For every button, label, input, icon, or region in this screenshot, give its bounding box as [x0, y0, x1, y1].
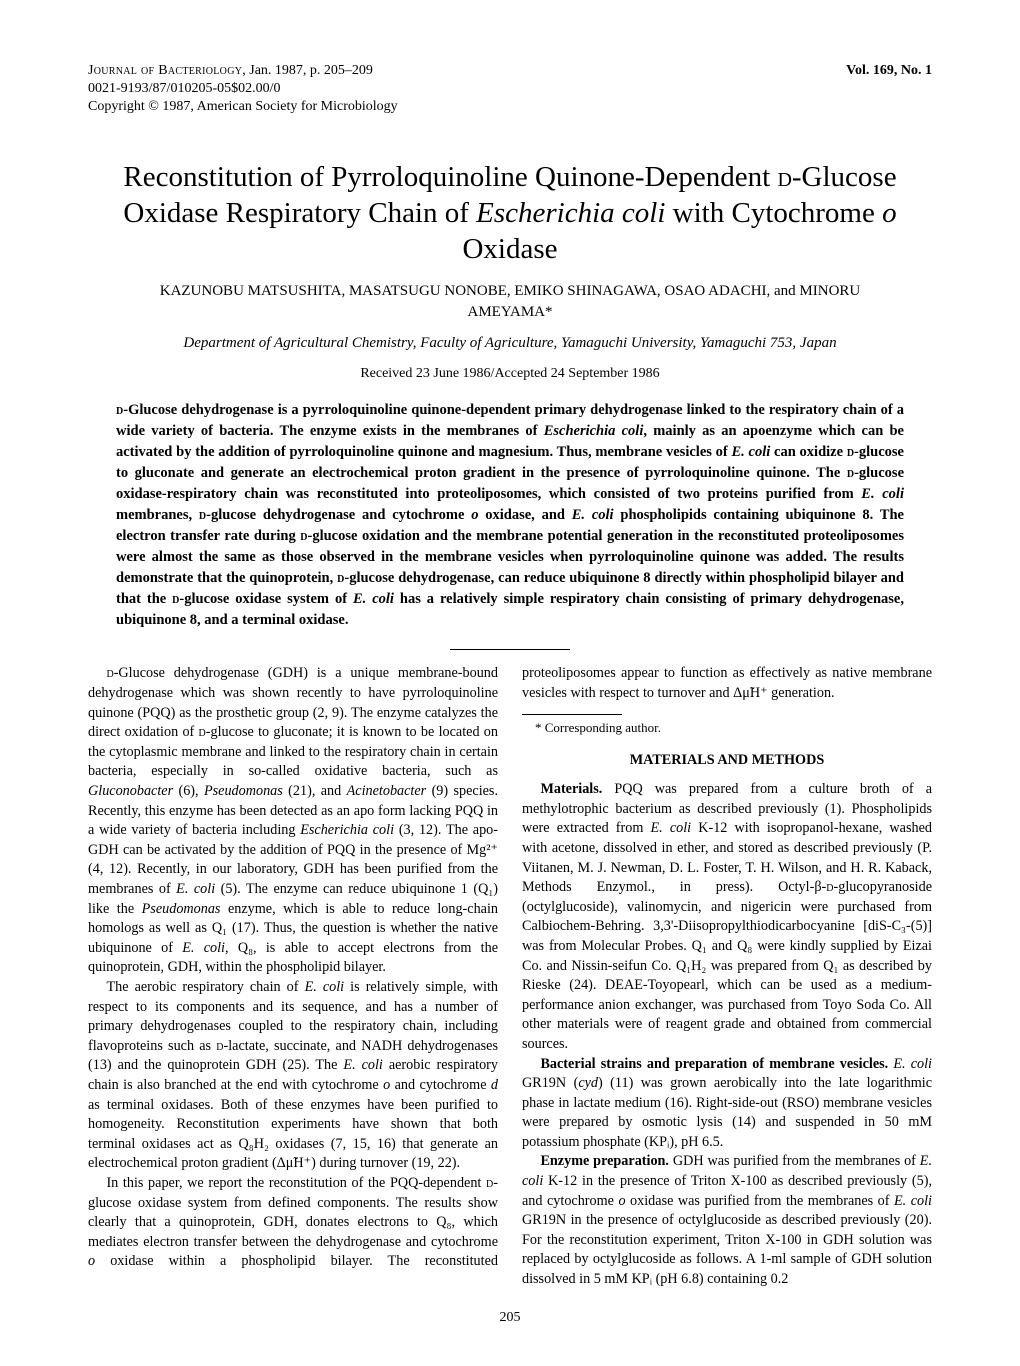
- journal-name: Journal of Bacteriology: [88, 63, 242, 78]
- abstract: d-Glucose dehydrogenase is a pyrroloquin…: [116, 400, 904, 631]
- body-paragraph: d-Glucose dehydrogenase (GDH) is a uniqu…: [88, 664, 498, 978]
- footnote-rule: [522, 714, 622, 715]
- footnote: * Corresponding author.: [522, 719, 932, 737]
- copyright-line: Copyright © 1987, American Society for M…: [88, 98, 398, 116]
- body-columns: d-Glucose dehydrogenase (GDH) is a uniqu…: [88, 664, 932, 1289]
- page-title: Reconstitution of Pyrroloquinoline Quino…: [108, 159, 912, 268]
- body-paragraph: Bacterial strains and preparation of mem…: [522, 1055, 932, 1153]
- journal-line: Journal of Bacteriology, Jan. 1987, p. 2…: [88, 62, 398, 80]
- page-number: 205: [88, 1310, 932, 1326]
- section-heading: MATERIALS AND METHODS: [522, 751, 932, 771]
- body-paragraph: Enzyme preparation. GDH was purified fro…: [522, 1152, 932, 1289]
- body-paragraph: The aerobic respiratory chain of E. coli…: [88, 978, 498, 1174]
- divider-rule: [450, 649, 570, 650]
- affiliation: Department of Agricultural Chemistry, Fa…: [108, 335, 912, 352]
- volume: Vol. 169, No. 1: [846, 62, 932, 117]
- journal-date: , Jan. 1987, p. 205–209: [242, 63, 373, 78]
- paper-page: Journal of Bacteriology, Jan. 1987, p. 2…: [0, 0, 1020, 1366]
- header: Journal of Bacteriology, Jan. 1987, p. 2…: [88, 62, 932, 117]
- issn-line: 0021-9193/87/010205-05$02.00/0: [88, 80, 398, 98]
- header-left: Journal of Bacteriology, Jan. 1987, p. 2…: [88, 62, 398, 117]
- authors: KAZUNOBU MATSUSHITA, MASATSUGU NONOBE, E…: [128, 281, 892, 323]
- received: Received 23 June 1986/Accepted 24 Septem…: [88, 366, 932, 382]
- body-paragraph: Materials. PQQ was prepared from a cultu…: [522, 780, 932, 1054]
